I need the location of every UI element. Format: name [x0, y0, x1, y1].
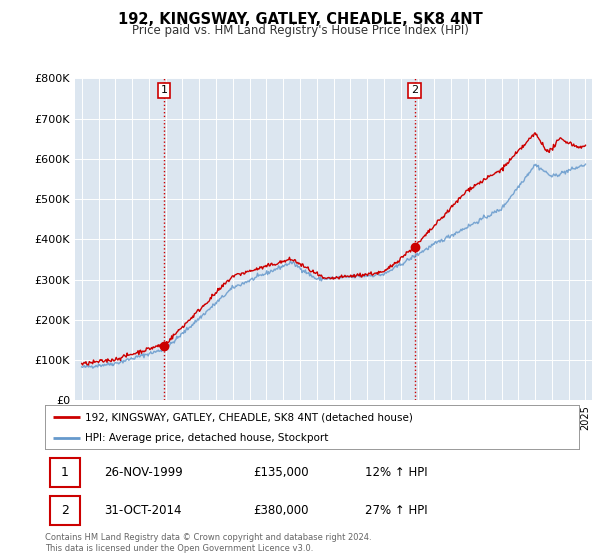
Text: 26-NOV-1999: 26-NOV-1999	[104, 466, 182, 479]
Text: 12% ↑ HPI: 12% ↑ HPI	[365, 466, 428, 479]
Text: HPI: Average price, detached house, Stockport: HPI: Average price, detached house, Stoc…	[85, 433, 328, 443]
Text: 192, KINGSWAY, GATLEY, CHEADLE, SK8 4NT: 192, KINGSWAY, GATLEY, CHEADLE, SK8 4NT	[118, 12, 482, 27]
Text: Price paid vs. HM Land Registry's House Price Index (HPI): Price paid vs. HM Land Registry's House …	[131, 24, 469, 36]
Text: 192, KINGSWAY, GATLEY, CHEADLE, SK8 4NT (detached house): 192, KINGSWAY, GATLEY, CHEADLE, SK8 4NT …	[85, 412, 413, 422]
Text: Contains HM Land Registry data © Crown copyright and database right 2024.
This d: Contains HM Land Registry data © Crown c…	[45, 533, 371, 553]
FancyBboxPatch shape	[50, 458, 80, 487]
Text: £380,000: £380,000	[253, 503, 309, 517]
FancyBboxPatch shape	[50, 496, 80, 525]
Text: 31-OCT-2014: 31-OCT-2014	[104, 503, 181, 517]
Text: £135,000: £135,000	[253, 466, 309, 479]
Text: 27% ↑ HPI: 27% ↑ HPI	[365, 503, 428, 517]
Text: 2: 2	[61, 503, 68, 517]
Text: 2: 2	[411, 86, 418, 95]
Text: 1: 1	[160, 86, 167, 95]
Text: 1: 1	[61, 466, 68, 479]
